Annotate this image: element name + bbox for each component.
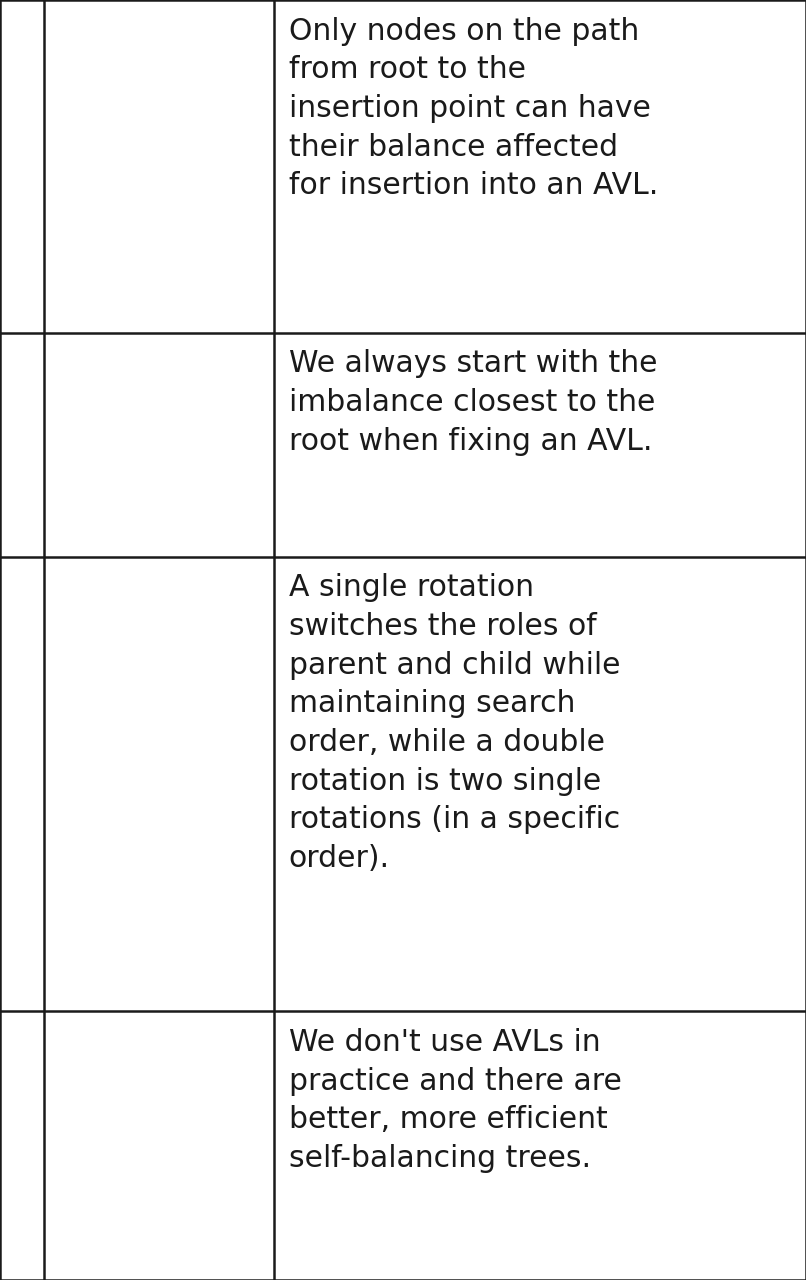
Text: Only nodes on the path
from root to the
insertion point can have
their balance a: Only nodes on the path from root to the …: [289, 17, 658, 200]
Text: We always start with the
imbalance closest to the
root when fixing an AVL.: We always start with the imbalance close…: [289, 349, 657, 456]
Text: We don't use AVLs in
practice and there are
better, more efficient
self-balancin: We don't use AVLs in practice and there …: [289, 1028, 621, 1172]
Text: A single rotation
switches the roles of
parent and child while
maintaining searc: A single rotation switches the roles of …: [289, 573, 620, 873]
